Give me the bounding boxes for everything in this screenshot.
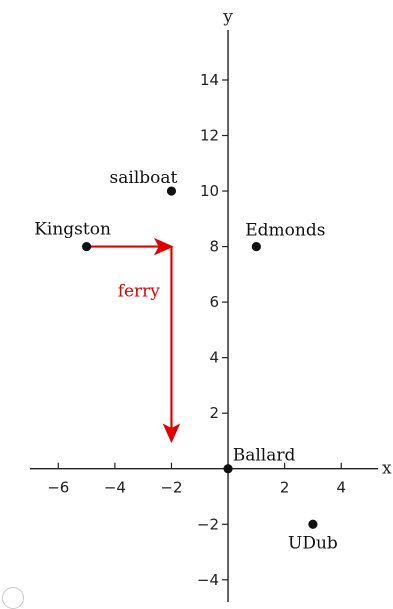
y-tick-label: 14 bbox=[200, 71, 219, 89]
point-label-udub: UDub bbox=[288, 533, 338, 553]
point-sailboat bbox=[166, 186, 177, 196]
x-axis-label: x bbox=[382, 459, 392, 479]
point-label-sailboat: sailboat bbox=[110, 168, 178, 188]
y-tick-label: 4 bbox=[210, 349, 220, 367]
y-tick-label: 8 bbox=[210, 238, 220, 256]
x-tick-label: −4 bbox=[104, 479, 126, 497]
point-kingston bbox=[81, 241, 92, 252]
y-tick-label: −2 bbox=[197, 515, 219, 533]
y-axis-label: y bbox=[222, 7, 233, 27]
corner-circle-icon bbox=[2, 587, 24, 609]
y-tick-label: 2 bbox=[210, 404, 220, 422]
x-tick-label: −2 bbox=[160, 479, 182, 497]
y-tick-label: −4 bbox=[197, 571, 219, 589]
point-label-edmonds: Edmonds bbox=[245, 221, 325, 241]
point-udub bbox=[308, 519, 318, 529]
point-label-kingston: Kingston bbox=[34, 220, 111, 240]
ticks-layer: −6 −4 −2 2 4 −4 −2 2 4 6 8 10 12 14 bbox=[47, 71, 346, 589]
point-edmonds bbox=[251, 241, 261, 252]
arrows-layer bbox=[86, 237, 181, 444]
y-tick-label: 10 bbox=[200, 182, 219, 200]
x-tick-label: 4 bbox=[336, 479, 346, 497]
x-tick-label: −6 bbox=[47, 479, 69, 497]
axes-layer bbox=[30, 30, 378, 602]
ferry-annotation: ferry bbox=[118, 282, 161, 302]
point-ballard bbox=[223, 464, 233, 474]
x-tick-label: 2 bbox=[280, 479, 290, 497]
y-tick-label: 6 bbox=[210, 293, 220, 311]
y-tick-label: 12 bbox=[200, 127, 219, 145]
point-label-ballard: Ballard bbox=[233, 446, 296, 466]
labels-layer: x y sailboat Kingston Edmonds Ballard UDub ferr… bbox=[34, 7, 392, 553]
points-layer bbox=[81, 186, 318, 529]
